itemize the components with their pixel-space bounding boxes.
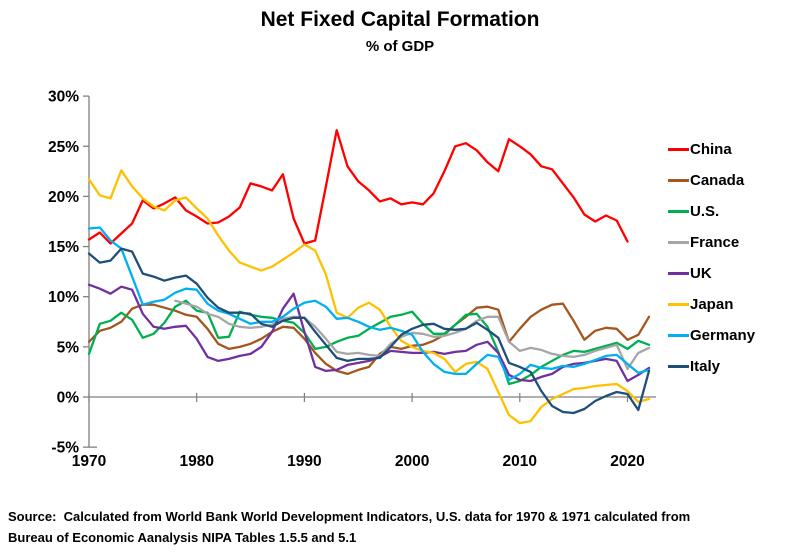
series-line-us xyxy=(87,299,651,386)
series-line-italy xyxy=(87,247,651,415)
x-tick-label: 1970 xyxy=(72,453,106,470)
legend-label-china: China xyxy=(690,141,732,158)
x-tick-label: 2010 xyxy=(503,453,537,470)
legend-label-france: France xyxy=(690,234,740,251)
legend-swatch-italy xyxy=(668,365,689,368)
y-tick-label: 15% xyxy=(48,239,79,256)
legend-label-canada: Canada xyxy=(690,172,745,189)
x-tick-label: 1980 xyxy=(179,453,213,470)
legend-item-france: France xyxy=(668,227,755,258)
legend-label-us: U.S. xyxy=(690,203,720,220)
x-tick-label: 2020 xyxy=(610,453,644,470)
legend-item-china: China xyxy=(668,134,755,165)
source-text-line2: Bureau of Economic Aanalysis NIPA Tables… xyxy=(8,530,357,545)
y-tick-label: 10% xyxy=(48,289,79,306)
x-tick-label: 2000 xyxy=(395,453,429,470)
series-line-uk xyxy=(87,283,651,383)
legend-item-japan: Japan xyxy=(668,289,755,320)
series-line-germany xyxy=(87,226,651,382)
legend-swatch-france xyxy=(668,241,689,244)
y-tick-label: 5% xyxy=(57,339,80,356)
series-line-japan xyxy=(87,169,651,425)
legend-label-germany: Germany xyxy=(690,327,756,344)
legend-swatch-uk xyxy=(668,272,689,275)
y-tick-label: -5% xyxy=(51,440,79,457)
legend-item-italy: Italy xyxy=(668,351,755,382)
legend-item-us: U.S. xyxy=(668,196,755,227)
chart-legend: China Canada U.S. France UK Japan Germany Italy xyxy=(668,134,755,382)
legend-swatch-germany xyxy=(668,334,689,337)
y-tick-label: 25% xyxy=(48,139,79,156)
legend-label-uk: UK xyxy=(690,265,712,282)
series-line-china xyxy=(87,129,629,245)
series-line-france xyxy=(174,299,651,371)
x-tick-label: 1990 xyxy=(287,453,321,470)
legend-swatch-china xyxy=(668,148,689,151)
legend-swatch-japan xyxy=(668,303,689,306)
y-tick-label: 0% xyxy=(57,390,80,407)
series-line-canada xyxy=(87,302,651,376)
y-tick-label: 20% xyxy=(48,189,79,206)
legend-item-canada: Canada xyxy=(668,165,755,196)
legend-item-germany: Germany xyxy=(668,320,755,351)
chart-title: Net Fixed Capital Formation xyxy=(260,8,540,31)
legend-swatch-us xyxy=(668,210,689,213)
legend-item-uk: UK xyxy=(668,258,755,289)
legend-label-japan: Japan xyxy=(690,296,734,313)
legend-swatch-canada xyxy=(668,179,689,182)
source-text-line1: Source: Calculated from World Bank World… xyxy=(8,509,691,524)
legend-label-italy: Italy xyxy=(690,358,721,375)
y-tick-label: 30% xyxy=(48,89,79,106)
chart-subtitle: % of GDP xyxy=(365,38,435,55)
